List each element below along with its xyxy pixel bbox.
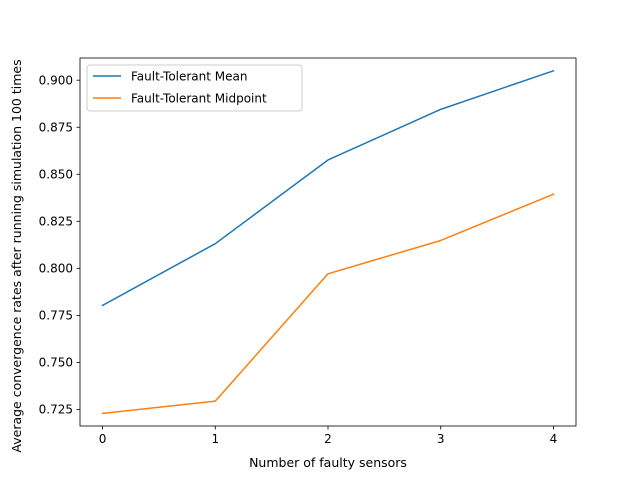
y-tick-label: 0.850 [39, 168, 73, 182]
series-line-2 [103, 194, 554, 413]
x-tick-label: 2 [324, 432, 332, 446]
x-tick-label: 0 [99, 432, 107, 446]
legend: Fault-Tolerant Mean Fault-Tolerant Midpoi… [87, 65, 302, 111]
axes-frame [80, 58, 576, 426]
y-tick-label: 0.775 [39, 309, 73, 323]
y-tick-label: 0.900 [39, 74, 73, 88]
legend-label: Fault-Tolerant Mean [131, 70, 247, 84]
y-axis-label: Average convergence rates after running … [9, 59, 24, 452]
y-tick-label: 0.800 [39, 262, 73, 276]
x-tick-label: 1 [211, 432, 219, 446]
x-tick-label: 3 [437, 432, 445, 446]
legend-label: Fault-Tolerant Midpoint [131, 92, 267, 106]
series-layer [103, 71, 554, 414]
y-tick-label: 0.725 [39, 403, 73, 417]
x-tick-label: 4 [550, 432, 558, 446]
y-tick-label: 0.750 [39, 356, 73, 370]
axes: 0 1 2 3 4 0.725 0.750 0.775 0.800 0.825 0.850 0.875… [39, 58, 576, 446]
y-tick-label: 0.875 [39, 121, 73, 135]
x-axis-label: Number of faulty sensors [249, 455, 407, 470]
y-tick-label: 0.825 [39, 215, 73, 229]
